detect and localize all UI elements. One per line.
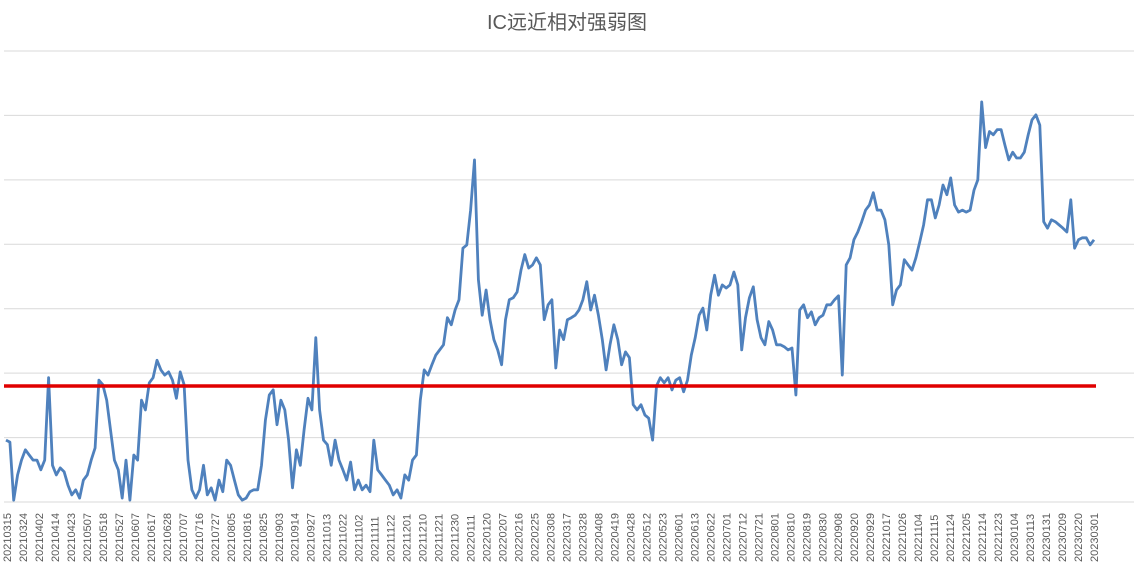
- x-tick-label: 20221017: [881, 513, 893, 562]
- x-tick-label: 20210914: [290, 513, 302, 562]
- x-tick-label: 20220120: [482, 513, 494, 562]
- x-tick-label: 20220908: [833, 513, 845, 562]
- x-tick-label: 20230209: [1057, 513, 1069, 562]
- x-tick-label: 20221104: [913, 514, 925, 562]
- x-tick-label: 20211013: [322, 514, 334, 562]
- x-tick-label: 20210414: [50, 513, 62, 562]
- x-tick-label: 20220317: [561, 513, 573, 562]
- x-tick-label: 20221214: [977, 513, 989, 562]
- x-tick-label: 20221223: [993, 513, 1005, 562]
- x-tick-label: 20211201: [402, 514, 414, 562]
- x-tick-label: 20210716: [194, 513, 206, 562]
- x-tick-label: 20220819: [801, 513, 813, 562]
- x-tick-label: 20220801: [769, 513, 781, 562]
- x-tick-label: 20220701: [721, 513, 733, 562]
- x-tick-label: 20220712: [737, 513, 749, 562]
- x-tick-label: 20221205: [961, 513, 973, 562]
- x-tick-label: 20211122: [386, 515, 398, 562]
- x-tick-label: 20210324: [18, 513, 30, 562]
- x-tick-label: 20220920: [849, 513, 861, 562]
- x-tick-label: 20220207: [498, 513, 510, 562]
- x-tick-label: 20230104: [1009, 513, 1021, 562]
- x-tick-label: 20230220: [1073, 513, 1085, 562]
- x-tick-label: 20220601: [673, 513, 685, 562]
- chart-title: IC远近相对强弱图: [487, 12, 647, 34]
- x-tick-label: 20210507: [82, 513, 94, 562]
- x-tick-label: 20210402: [34, 513, 46, 562]
- x-tick-label: 20220622: [705, 513, 717, 562]
- x-tick-label: 20210816: [242, 513, 254, 562]
- x-tick-label: 20211230: [450, 514, 462, 562]
- x-tick-label: 20211221: [434, 514, 446, 562]
- x-tick-label: 20210423: [66, 513, 78, 562]
- x-tick-label: 20221026: [897, 513, 909, 562]
- x-tick-label: 20220419: [609, 513, 621, 562]
- x-tick-label: 20210825: [258, 513, 270, 562]
- x-tick-label: 20220512: [641, 513, 653, 562]
- x-tick-label: 20211111: [370, 516, 382, 562]
- x-tick-label: 20210527: [114, 513, 126, 562]
- x-tick-label: 20220830: [817, 513, 829, 562]
- x-tick-label: 20220111: [466, 515, 478, 562]
- x-tick-label: 20220428: [625, 513, 637, 562]
- x-tick-label: 20220613: [689, 513, 701, 562]
- x-tick-label: 20210727: [210, 513, 222, 562]
- data-series-line: [5, 100, 1096, 502]
- x-tick-label: 20221124: [945, 514, 957, 562]
- x-tick-label: 20220810: [785, 513, 797, 562]
- x-tick-label: 20220308: [546, 513, 558, 562]
- x-tick-label: 20211102: [354, 515, 366, 562]
- x-tick-label: 20210628: [162, 513, 174, 562]
- x-tick-label: 20210927: [306, 513, 318, 562]
- x-tick-label: 20210903: [274, 513, 286, 562]
- x-tick-label: 20220523: [657, 513, 669, 562]
- x-tick-label: 20220721: [753, 513, 765, 562]
- x-tick-label: 20210518: [98, 513, 110, 562]
- x-tick-label: 20220225: [530, 513, 542, 562]
- x-tick-label: 20221115: [929, 515, 941, 562]
- x-tick-label: 20230131: [1041, 513, 1053, 562]
- x-tick-label: 20210315: [2, 513, 14, 562]
- x-tick-label: 20220328: [577, 513, 589, 562]
- x-tick-label: 20210607: [130, 513, 142, 562]
- x-tick-label: 20210805: [226, 513, 238, 562]
- x-tick-label: 20220408: [593, 513, 605, 562]
- x-tick-label: 20211022: [338, 514, 350, 562]
- x-tick-label: 20230301: [1089, 513, 1101, 562]
- x-tick-label: 20211210: [418, 514, 430, 562]
- x-tick-label: 20220929: [865, 513, 877, 562]
- x-tick-label: 20210707: [178, 513, 190, 562]
- x-tick-label: 20210617: [146, 513, 158, 562]
- x-tick-label: 20230113: [1025, 514, 1037, 562]
- x-tick-label: 20220216: [514, 513, 526, 562]
